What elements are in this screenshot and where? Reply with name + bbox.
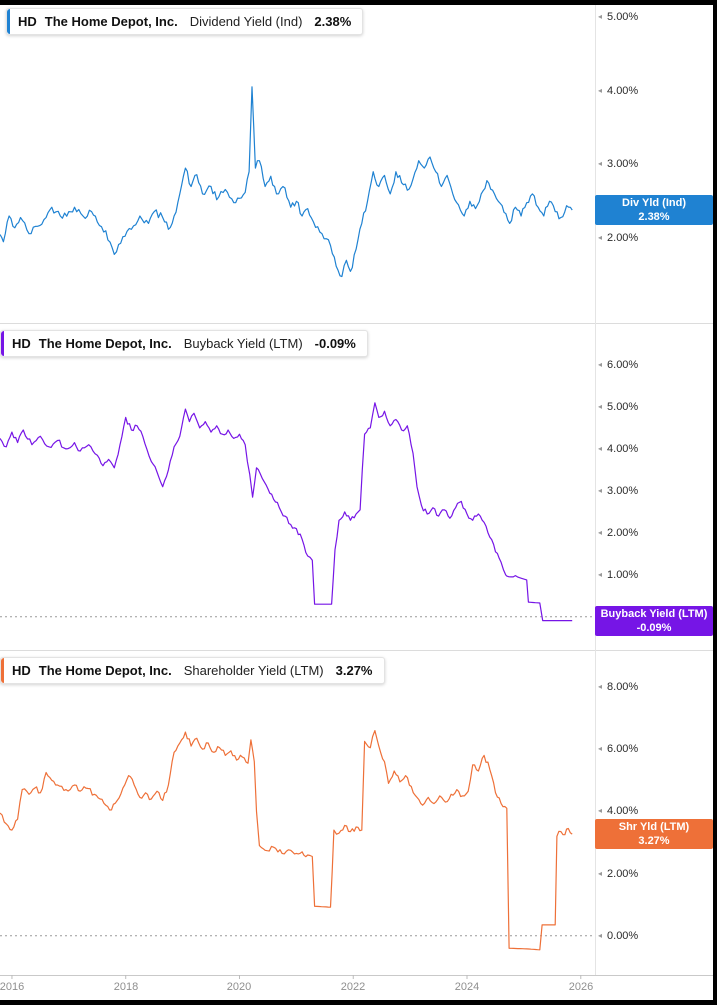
- legend-ticker: HD: [12, 663, 31, 678]
- legend-value: 2.38%: [314, 14, 352, 29]
- legend-company: The Home Depot, Inc.: [38, 336, 172, 351]
- legend-company: The Home Depot, Inc.: [38, 663, 172, 678]
- legend-metric: Buyback Yield (LTM): [183, 336, 303, 351]
- legend-company: The Home Depot, Inc.: [44, 14, 178, 29]
- legend-color-bar: [1, 658, 4, 683]
- legend-value: -0.09%: [314, 336, 356, 351]
- legend-shareholder-yield[interactable]: HD The Home Depot, Inc. Shareholder Yiel…: [0, 657, 385, 684]
- legend-buyback-yield[interactable]: HD The Home Depot, Inc. Buyback Yield (L…: [0, 330, 368, 357]
- legend-color-bar: [1, 331, 4, 356]
- legend-value: 3.27%: [335, 663, 373, 678]
- legend-metric: Shareholder Yield (LTM): [183, 663, 324, 678]
- legend-ticker: HD: [12, 336, 31, 351]
- legend-ticker: HD: [18, 14, 37, 29]
- legend-color-bar: [7, 9, 10, 34]
- legend-metric: Dividend Yield (Ind): [189, 14, 303, 29]
- legend-dividend-yield[interactable]: HD The Home Depot, Inc. Dividend Yield (…: [6, 8, 364, 35]
